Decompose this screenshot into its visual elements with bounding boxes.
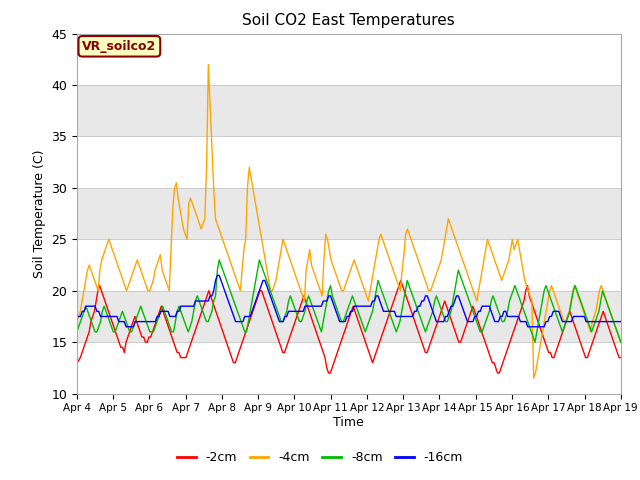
Bar — [77, 85, 621, 136]
-4cm — [514, 237, 522, 242]
-16cm — [506, 313, 513, 319]
-8cm — [617, 339, 625, 345]
Title: Soil CO2 East Temperatures: Soil CO2 East Temperatures — [243, 13, 455, 28]
-8cm — [531, 339, 539, 345]
-2cm — [134, 324, 142, 330]
-2cm — [244, 324, 252, 330]
-2cm — [617, 355, 625, 360]
-2cm — [324, 370, 332, 376]
-4cm — [617, 339, 625, 345]
-2cm — [397, 277, 404, 283]
-16cm — [367, 303, 374, 309]
-2cm — [333, 349, 341, 355]
X-axis label: Time: Time — [333, 416, 364, 429]
-8cm — [564, 313, 572, 319]
-2cm — [221, 334, 228, 340]
-8cm — [215, 257, 223, 263]
-4cm — [464, 273, 472, 278]
-16cm — [253, 293, 261, 299]
Line: -8cm: -8cm — [77, 260, 621, 342]
-8cm — [73, 329, 81, 335]
-8cm — [252, 277, 260, 283]
Line: -4cm: -4cm — [77, 64, 621, 378]
-2cm — [575, 334, 582, 340]
-16cm — [418, 298, 426, 304]
-4cm — [551, 293, 559, 299]
-8cm — [416, 313, 424, 319]
Y-axis label: Soil Temperature (C): Soil Temperature (C) — [33, 149, 45, 278]
-4cm — [205, 61, 212, 67]
Line: -16cm: -16cm — [77, 276, 621, 327]
Text: VR_soilco2: VR_soilco2 — [82, 40, 157, 53]
-4cm — [345, 273, 353, 278]
-2cm — [73, 360, 81, 366]
-16cm — [73, 313, 81, 319]
-8cm — [365, 319, 372, 324]
-16cm — [214, 273, 221, 278]
Line: -2cm: -2cm — [77, 280, 621, 373]
-16cm — [86, 303, 93, 309]
-2cm — [309, 319, 317, 324]
Bar — [77, 188, 621, 240]
-4cm — [349, 262, 356, 268]
-8cm — [504, 309, 511, 314]
-4cm — [73, 319, 81, 324]
Legend: -2cm, -4cm, -8cm, -16cm: -2cm, -4cm, -8cm, -16cm — [172, 446, 468, 469]
-16cm — [564, 319, 572, 324]
-4cm — [542, 309, 550, 314]
Bar — [77, 291, 621, 342]
-16cm — [617, 319, 625, 324]
-16cm — [122, 324, 130, 330]
-8cm — [86, 313, 93, 319]
-4cm — [530, 375, 538, 381]
